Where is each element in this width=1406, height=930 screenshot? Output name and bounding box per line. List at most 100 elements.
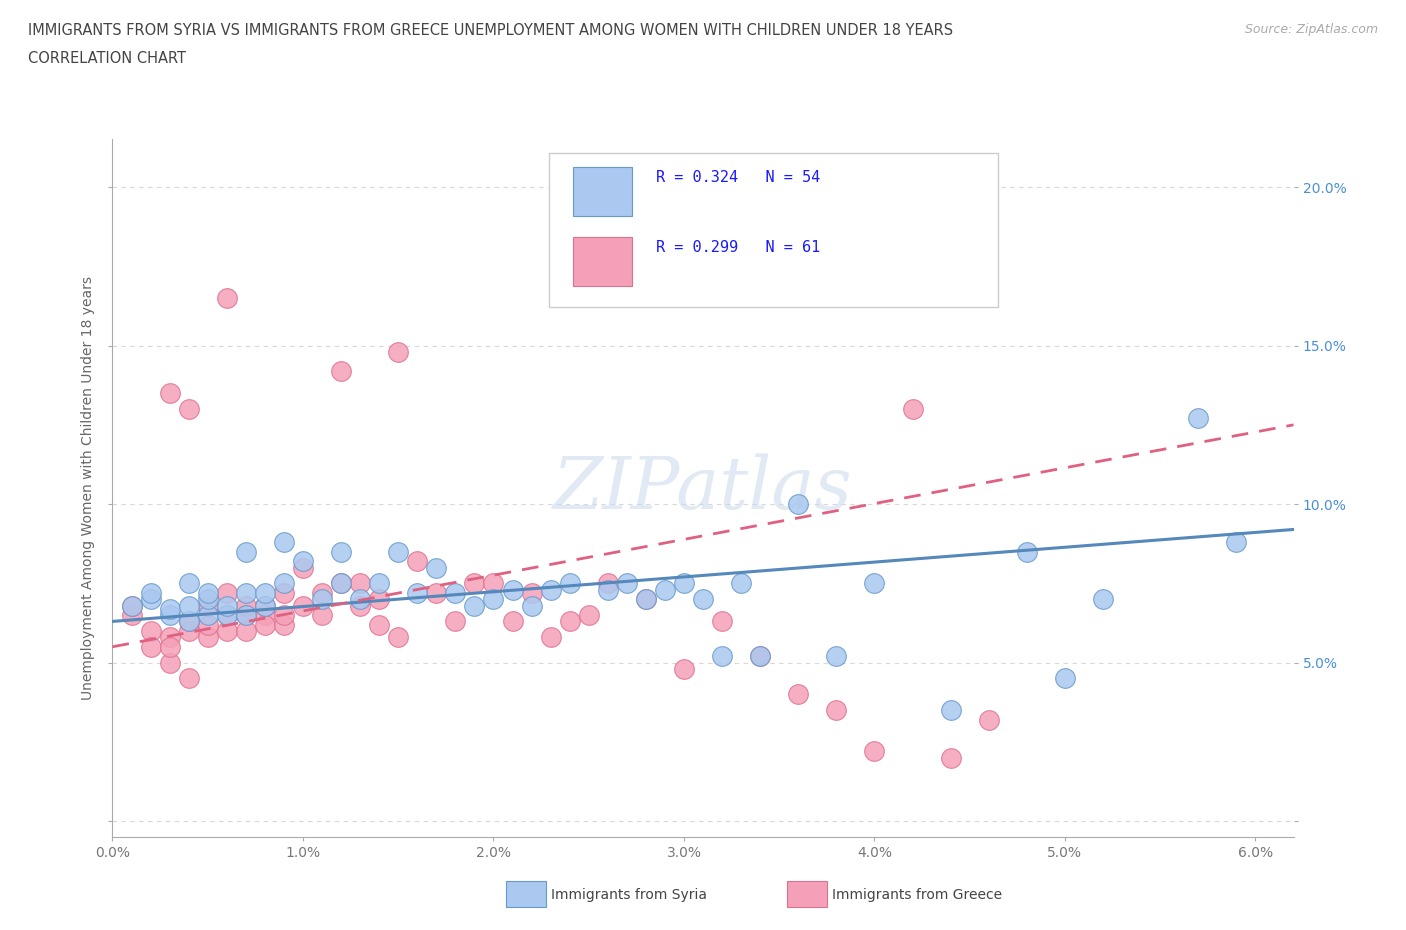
Point	[558, 576, 581, 591]
Point	[139, 591, 162, 606]
Point	[711, 614, 734, 629]
Point	[235, 607, 257, 622]
Point	[197, 598, 219, 613]
Point	[692, 591, 714, 606]
Point	[1187, 411, 1209, 426]
Point	[939, 751, 962, 765]
Point	[616, 576, 638, 591]
Text: ZIPatlas: ZIPatlas	[553, 453, 853, 524]
Point	[273, 607, 295, 622]
Point	[1053, 671, 1076, 686]
Point	[634, 591, 657, 606]
Point	[291, 553, 314, 568]
Point	[596, 582, 619, 597]
Point	[463, 576, 485, 591]
Point	[368, 618, 391, 632]
Point	[387, 630, 409, 644]
Point	[139, 586, 162, 601]
Point	[540, 582, 562, 597]
FancyBboxPatch shape	[574, 167, 633, 217]
Point	[311, 607, 333, 622]
Point	[330, 576, 353, 591]
Point	[596, 576, 619, 591]
Point	[672, 576, 695, 591]
Point	[311, 591, 333, 606]
Point	[273, 576, 295, 591]
Point	[197, 618, 219, 632]
Text: R = 0.299   N = 61: R = 0.299 N = 61	[655, 240, 820, 255]
Point	[444, 614, 467, 629]
Point	[520, 598, 543, 613]
Point	[253, 598, 276, 613]
Point	[197, 607, 219, 622]
Point	[177, 671, 200, 686]
Y-axis label: Unemployment Among Women with Children Under 18 years: Unemployment Among Women with Children U…	[82, 276, 96, 700]
Text: R = 0.324   N = 54: R = 0.324 N = 54	[655, 170, 820, 185]
Point	[159, 602, 181, 617]
Text: Source: ZipAtlas.com: Source: ZipAtlas.com	[1244, 23, 1378, 36]
Point	[482, 576, 505, 591]
Point	[863, 744, 886, 759]
Point	[863, 576, 886, 591]
Point	[482, 591, 505, 606]
Point	[177, 576, 200, 591]
Point	[273, 586, 295, 601]
Point	[235, 607, 257, 622]
Point	[425, 560, 447, 575]
Point	[672, 661, 695, 676]
Point	[634, 591, 657, 606]
Point	[139, 623, 162, 638]
Point	[177, 614, 200, 629]
Point	[177, 598, 200, 613]
Point	[901, 402, 924, 417]
Point	[349, 576, 371, 591]
Point	[235, 544, 257, 559]
Point	[749, 649, 772, 664]
Point	[215, 586, 238, 601]
Point	[387, 344, 409, 359]
Point	[235, 586, 257, 601]
Point	[654, 582, 676, 597]
Point	[977, 712, 1000, 727]
Point	[787, 687, 810, 702]
Point	[787, 497, 810, 512]
Point	[215, 598, 238, 613]
Point	[540, 630, 562, 644]
Point	[177, 402, 200, 417]
FancyBboxPatch shape	[550, 153, 998, 307]
Text: IMMIGRANTS FROM SYRIA VS IMMIGRANTS FROM GREECE UNEMPLOYMENT AMONG WOMEN WITH CH: IMMIGRANTS FROM SYRIA VS IMMIGRANTS FROM…	[28, 23, 953, 38]
Point	[235, 598, 257, 613]
Point	[121, 598, 143, 613]
Point	[1092, 591, 1115, 606]
Point	[406, 553, 429, 568]
Point	[368, 576, 391, 591]
Point	[558, 614, 581, 629]
Point	[406, 586, 429, 601]
Point	[730, 576, 752, 591]
Point	[159, 386, 181, 401]
Point	[825, 703, 848, 718]
Point	[502, 582, 524, 597]
Point	[253, 598, 276, 613]
Point	[311, 586, 333, 601]
Point	[749, 649, 772, 664]
Point	[177, 614, 200, 629]
Point	[273, 618, 295, 632]
Point	[197, 630, 219, 644]
Point	[578, 607, 600, 622]
Point	[520, 586, 543, 601]
Point	[121, 598, 143, 613]
Point	[711, 649, 734, 664]
Point	[825, 649, 848, 664]
Point	[139, 639, 162, 654]
Text: CORRELATION CHART: CORRELATION CHART	[28, 51, 186, 66]
Point	[330, 576, 353, 591]
FancyBboxPatch shape	[574, 237, 633, 286]
Point	[273, 535, 295, 550]
Point	[939, 703, 962, 718]
Point	[387, 544, 409, 559]
Point	[368, 591, 391, 606]
Point	[159, 639, 181, 654]
Point	[215, 607, 238, 622]
Point	[197, 591, 219, 606]
